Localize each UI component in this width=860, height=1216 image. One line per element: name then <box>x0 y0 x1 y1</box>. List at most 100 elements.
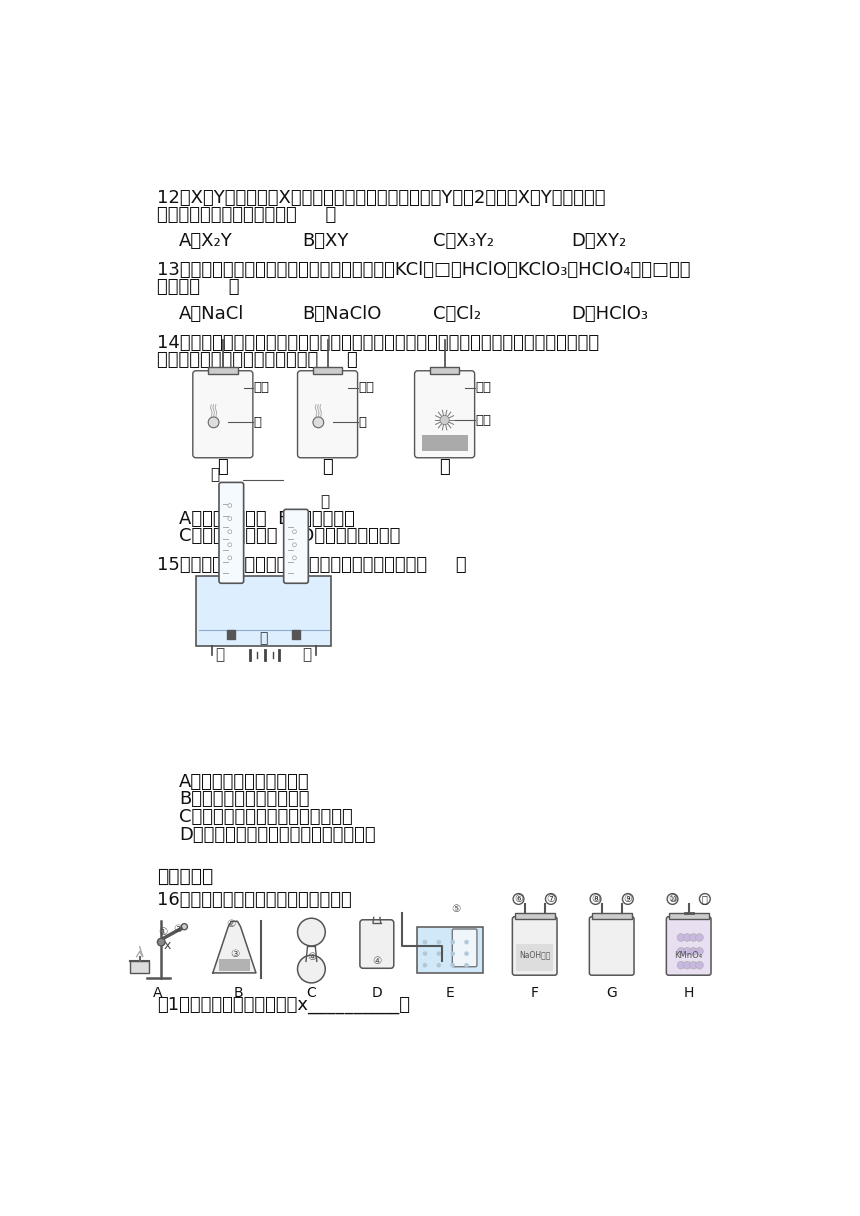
FancyBboxPatch shape <box>193 371 253 457</box>
Text: （1）写出装置仪器的名称：x__________；: （1）写出装置仪器的名称：x__________； <box>157 996 410 1014</box>
Circle shape <box>684 962 691 969</box>
Text: ⑨: ⑨ <box>624 894 632 903</box>
Text: ⑧: ⑧ <box>591 894 600 903</box>
Bar <box>669 913 709 919</box>
Text: －: － <box>216 647 224 663</box>
Circle shape <box>228 517 231 520</box>
Circle shape <box>667 894 678 905</box>
Circle shape <box>298 918 325 946</box>
Text: ⑤: ⑤ <box>452 903 461 914</box>
Text: 甲: 甲 <box>218 457 228 475</box>
Text: F: F <box>531 986 538 1000</box>
Bar <box>421 435 468 451</box>
Circle shape <box>157 939 165 946</box>
FancyBboxPatch shape <box>666 917 711 975</box>
Text: 12．X、Y两种元素，X原子的最外层有一个电子，元素Y为－2价，由X、Y两种元素形: 12．X、Y两种元素，X原子的最外层有一个电子，元素Y为－2价，由X、Y两种元素… <box>157 188 606 207</box>
Text: G: G <box>606 986 617 1000</box>
Text: 水: 水 <box>260 631 267 644</box>
Text: E: E <box>445 986 454 1000</box>
Circle shape <box>696 934 703 941</box>
Circle shape <box>228 556 231 559</box>
Text: 丙: 丙 <box>439 457 450 475</box>
Bar <box>227 630 235 640</box>
Text: 14．氧气是一种化学性质比较活泼的气体，它可以和许多物质发生化学反应，如图所示，关: 14．氧气是一种化学性质比较活泼的气体，它可以和许多物质发生化学反应，如图所示，… <box>157 334 599 351</box>
Text: 氧气: 氧气 <box>254 381 270 394</box>
FancyBboxPatch shape <box>417 927 482 973</box>
Circle shape <box>437 963 441 968</box>
Circle shape <box>696 947 703 956</box>
Bar <box>430 367 459 373</box>
FancyBboxPatch shape <box>284 510 308 584</box>
Circle shape <box>464 951 469 956</box>
Text: 15．有关电解水实验（如图）的下列叙述，错误的是（     ）: 15．有关电解水实验（如图）的下列叙述，错误的是（ ） <box>157 557 467 574</box>
Text: 甲: 甲 <box>211 467 220 483</box>
Text: D．XY₂: D．XY₂ <box>572 232 627 250</box>
Bar <box>208 367 237 373</box>
Circle shape <box>699 894 710 905</box>
Circle shape <box>690 962 697 969</box>
Text: 成的化合物的化学式可能是（     ）: 成的化合物的化学式可能是（ ） <box>157 206 336 224</box>
Circle shape <box>451 940 455 945</box>
Text: C: C <box>306 986 316 1000</box>
Text: 硫: 硫 <box>254 416 261 429</box>
FancyBboxPatch shape <box>298 371 358 457</box>
Bar <box>514 913 555 919</box>
Circle shape <box>451 951 455 956</box>
Text: NaOH溶液: NaOH溶液 <box>519 951 550 959</box>
Text: 磷: 磷 <box>359 416 366 429</box>
Text: D．HClO₃: D．HClO₃ <box>572 304 648 322</box>
Text: x: x <box>163 940 171 952</box>
Text: 铁丝: 铁丝 <box>476 413 491 427</box>
Text: ⑥: ⑥ <box>514 894 523 903</box>
Circle shape <box>422 963 427 968</box>
Circle shape <box>684 947 691 956</box>
Text: H: H <box>684 986 694 1000</box>
Circle shape <box>677 962 685 969</box>
Circle shape <box>623 894 633 905</box>
Circle shape <box>181 924 187 930</box>
Circle shape <box>464 940 469 945</box>
Text: ②: ② <box>226 919 235 929</box>
Text: 乙: 乙 <box>320 495 329 510</box>
Text: D: D <box>372 986 382 1000</box>
FancyBboxPatch shape <box>516 945 553 972</box>
FancyBboxPatch shape <box>513 917 557 975</box>
Text: A．X₂Y: A．X₂Y <box>179 232 233 250</box>
Text: ④: ④ <box>372 956 382 967</box>
Text: 乙: 乙 <box>322 457 333 475</box>
Bar <box>592 913 632 919</box>
Polygon shape <box>212 922 256 973</box>
Circle shape <box>545 894 556 905</box>
Text: A．NaCl: A．NaCl <box>179 304 244 322</box>
Circle shape <box>422 940 427 945</box>
FancyBboxPatch shape <box>219 483 243 584</box>
Text: ⑦: ⑦ <box>546 894 556 903</box>
FancyBboxPatch shape <box>452 929 477 967</box>
Circle shape <box>590 894 601 905</box>
Bar <box>292 630 300 640</box>
Text: C．X₃Y₂: C．X₃Y₂ <box>433 232 494 250</box>
Circle shape <box>313 417 323 428</box>
Text: ⑩: ⑩ <box>668 894 677 903</box>
Text: C．Cl₂: C．Cl₂ <box>433 304 482 322</box>
Text: B．试管乙中的气体是氧气: B．试管乙中的气体是氧气 <box>179 790 310 809</box>
Text: 于三个反应的叙述中不正确的是（     ）: 于三个反应的叙述中不正确的是（ ） <box>157 350 358 368</box>
Circle shape <box>292 542 297 547</box>
Circle shape <box>292 556 297 559</box>
Text: D．该实验证明水由氢元素和氧元素组成: D．该实验证明水由氢元素和氧元素组成 <box>179 826 376 844</box>
Circle shape <box>208 417 219 428</box>
FancyBboxPatch shape <box>589 917 634 975</box>
Text: C．生成物都是固体    D．都是和氧气反应: C．生成物都是固体 D．都是和氧气反应 <box>179 527 400 545</box>
Text: A: A <box>152 986 163 1000</box>
Text: B．XY: B．XY <box>302 232 348 250</box>
Text: B．NaClO: B．NaClO <box>302 304 382 322</box>
Circle shape <box>690 934 697 941</box>
Circle shape <box>437 951 441 956</box>
Text: ①: ① <box>158 927 168 938</box>
Text: ⑪: ⑪ <box>702 894 708 903</box>
Circle shape <box>677 934 685 941</box>
Text: 16．实验室常用如图装置来制取氧气：: 16．实验室常用如图装置来制取氧气： <box>157 891 352 910</box>
FancyBboxPatch shape <box>196 576 331 646</box>
Text: ＋: ＋ <box>303 647 312 663</box>
Circle shape <box>422 951 427 956</box>
